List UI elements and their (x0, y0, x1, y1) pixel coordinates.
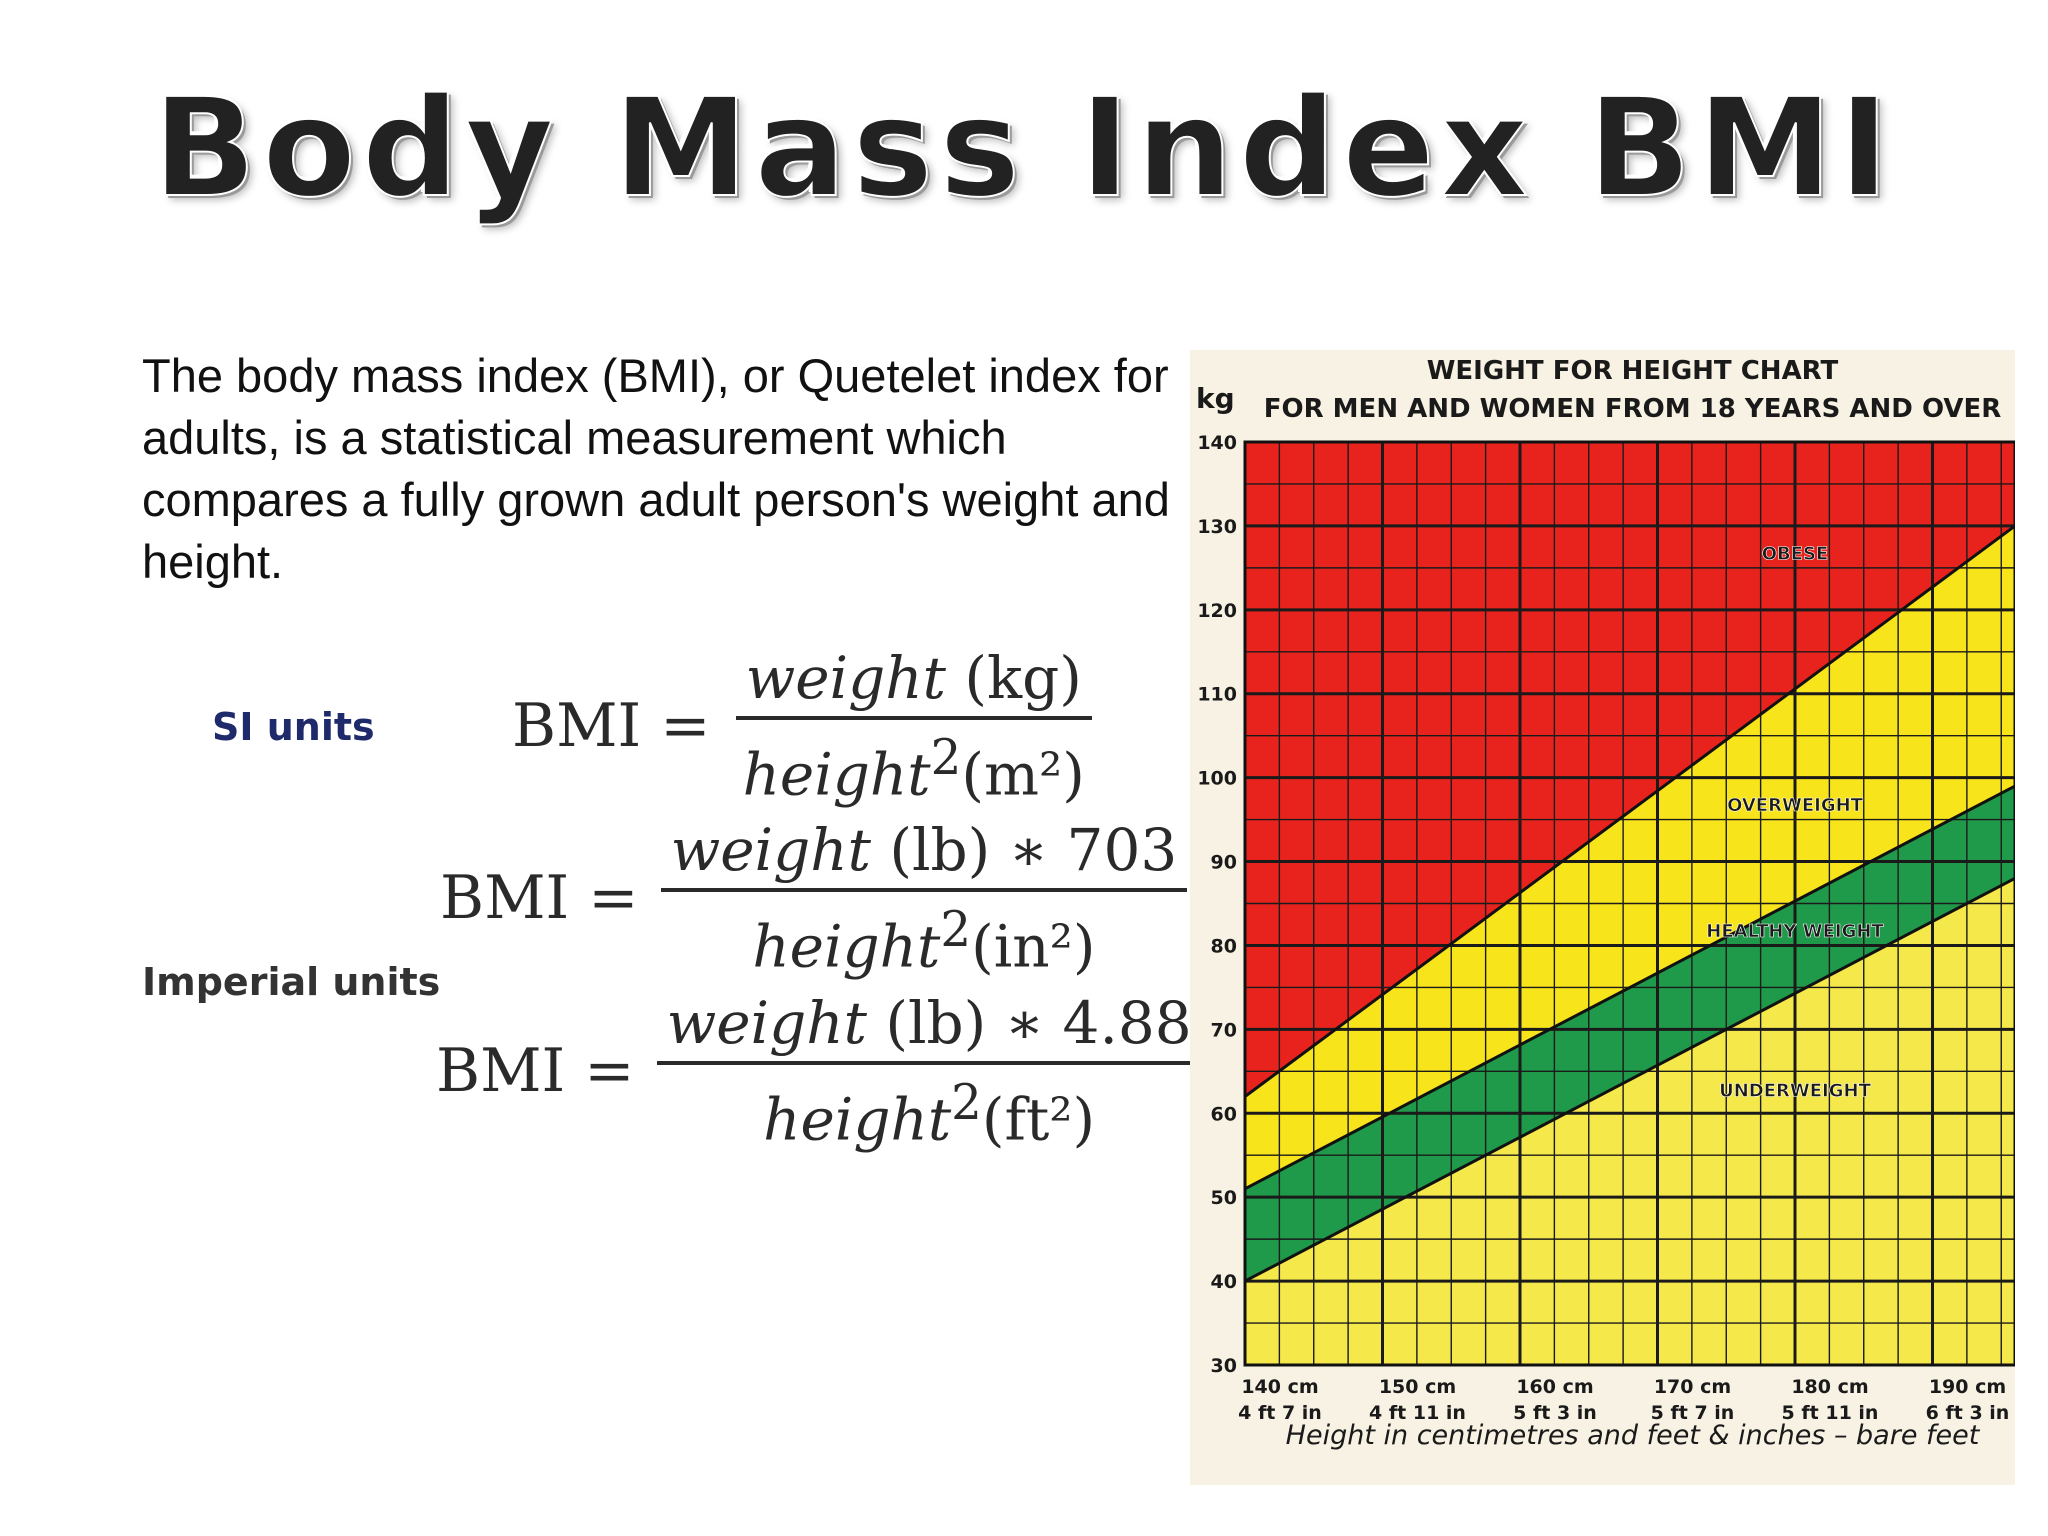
zone-boundary-line (1244, 876, 2015, 1283)
x-tick-label-cm: 180 cm (1791, 1376, 1868, 1398)
zone-label: HEALTHY WEIGHT (1706, 921, 1884, 942)
x-tick-label-cm: 150 cm (1379, 1376, 1456, 1398)
imperial-units-label: Imperial units (142, 960, 441, 1004)
zone-obese (1245, 442, 2015, 1097)
y-tick-label: 70 (1211, 1019, 1237, 1041)
x-tick-label-ftin: 5 ft 3 in (1513, 1402, 1597, 1424)
x-tick-label-cm: 160 cm (1516, 1376, 1593, 1398)
x-tick-label-ftin: 5 ft 7 in (1651, 1402, 1735, 1424)
zone-underweight (1245, 878, 2015, 1365)
x-tick-label-ftin: 4 ft 7 in (1238, 1402, 1322, 1424)
zone-label: UNDERWEIGHT (1719, 1080, 1871, 1101)
zone-boundary-line (1244, 784, 2015, 1191)
formula-fraction: weight (kg) height2(m²) (733, 640, 1095, 812)
chart-subtitle: FOR MEN AND WOMEN FROM 18 YEARS AND OVER (1263, 394, 2002, 424)
formula-lhs: BMI = (512, 691, 711, 762)
x-tick-label-cm: 190 cm (1929, 1376, 2006, 1398)
y-tick-label: 110 (1197, 684, 1237, 706)
weight-height-chart: WEIGHT FOR HEIGHT CHART FOR MEN AND WOME… (1190, 350, 2015, 1485)
y-tick-label: 130 (1197, 516, 1237, 538)
formula-lhs: BMI = (436, 1036, 635, 1107)
chart-title: WEIGHT FOR HEIGHT CHART (1426, 356, 1839, 386)
y-tick-label: 80 (1211, 935, 1237, 957)
zone-boundary-line (1244, 524, 2015, 1098)
formula-numerator: weight (kg) (735, 640, 1092, 720)
zone-label: OVERWEIGHT (1727, 795, 1864, 816)
formula-fraction: weight (lb) ∗ 703 height2(in²) (660, 812, 1188, 984)
y-tick-label: 50 (1211, 1187, 1237, 1209)
x-tick-label-ftin: 6 ft 3 in (1926, 1402, 2010, 1424)
x-tick-label-ftin: 5 ft 11 in (1782, 1402, 1879, 1424)
zone-overweight (1245, 525, 2015, 1189)
bmi-formula-si: BMI = weight (kg) height2(m²) (512, 640, 1095, 812)
y-tick-label: 100 (1197, 768, 1237, 790)
si-units-label: SI units (212, 705, 375, 749)
y-tick-label: 60 (1211, 1103, 1237, 1125)
formula-denominator: height2(in²) (752, 902, 1096, 981)
y-tick-label: 90 (1211, 852, 1237, 874)
chart-plot: 30 40 50 60 70 80 90 100 110 120 130 140 140 cm 4 ft … (1197, 432, 2015, 1424)
formula-numerator: weight (lb) ∗ 703 (660, 812, 1188, 892)
plot-border (1243, 440, 2015, 1367)
formula-denominator: height2(m²) (742, 730, 1085, 809)
formula-numerator: weight (lb) ∗ 4.88 (656, 985, 1202, 1065)
y-axis-label: kg (1196, 382, 1235, 415)
intro-paragraph: The body mass index (BMI), or Quetelet i… (142, 349, 1170, 588)
slide-title: Body Mass Index BMI (152, 69, 1896, 229)
formula-lhs: BMI = (440, 863, 639, 934)
zone-healthy-weight (1245, 786, 2015, 1282)
x-tick-label-cm: 170 cm (1654, 1376, 1731, 1398)
bmi-formula-inches: BMI = weight (lb) ∗ 703 height2(in²) (440, 812, 1188, 984)
y-tick-label: 120 (1197, 600, 1237, 622)
formula-fraction: weight (lb) ∗ 4.88 height2(ft²) (656, 985, 1202, 1157)
y-tick-label: 40 (1211, 1271, 1237, 1293)
y-tick-label: 30 (1211, 1355, 1237, 1377)
x-tick-label-cm: 140 cm (1241, 1376, 1318, 1398)
formula-denominator: height2(ft²) (763, 1075, 1096, 1154)
x-axis-label: Height in centimetres and feet & inches … (1285, 1420, 1980, 1451)
y-tick-label: 140 (1197, 432, 1237, 454)
x-tick-label-ftin: 4 ft 11 in (1369, 1402, 1466, 1424)
bmi-formula-feet: BMI = weight (lb) ∗ 4.88 height2(ft²) (436, 985, 1202, 1157)
zone-label: OBESE (1762, 543, 1829, 564)
